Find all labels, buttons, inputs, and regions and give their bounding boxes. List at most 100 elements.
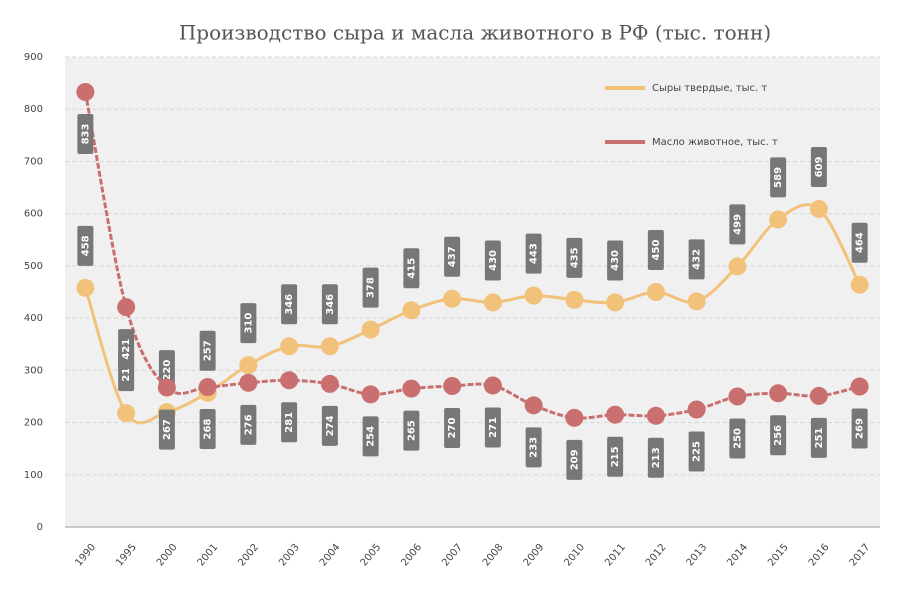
point [524, 396, 543, 415]
value-label-bg [688, 431, 705, 472]
point [646, 283, 665, 301]
value-label-bg [770, 415, 787, 456]
point [76, 278, 95, 297]
value-label: 458 [80, 235, 91, 256]
point [117, 298, 136, 317]
point [157, 378, 176, 397]
value-label: 257 [203, 340, 214, 361]
y-tick-label: 400 [24, 313, 43, 324]
point [483, 376, 502, 395]
value-label: 443 [529, 243, 540, 264]
y-tick-label: 500 [24, 261, 43, 272]
x-tick-label: 2002 [236, 542, 261, 569]
value-label-bg [770, 157, 787, 198]
point [809, 386, 828, 405]
x-tick-label: 2006 [399, 542, 424, 569]
value-label: 271 [488, 417, 499, 438]
x-tick-label: 2014 [725, 542, 750, 569]
x-tick-label: 2009 [522, 542, 547, 569]
value-label: 430 [610, 250, 621, 271]
value-label: 430 [488, 250, 499, 271]
legend-label: Сыры твердые, тыс. т [652, 83, 767, 94]
x-tick-label: 2000 [155, 542, 180, 569]
point [728, 387, 747, 406]
value-label-bg [810, 146, 827, 187]
value-label-bg [810, 417, 827, 458]
x-tick-label: 2007 [440, 542, 465, 569]
x-tick-label: 1995 [114, 542, 139, 569]
value-label: 281 [284, 412, 295, 433]
y-tick-label: 0 [37, 522, 43, 533]
point [361, 320, 380, 339]
point [646, 406, 665, 425]
value-label: 270 [447, 418, 458, 439]
point [850, 377, 869, 396]
value-label: 589 [773, 167, 784, 188]
value-label-bg [525, 427, 542, 468]
value-label: 265 [406, 420, 417, 441]
value-label: 609 [814, 156, 825, 177]
y-tick-label: 700 [24, 156, 43, 167]
value-label-bg [484, 240, 501, 281]
value-label-bg [688, 239, 705, 280]
point [728, 257, 747, 276]
point [402, 379, 421, 398]
value-label-bg [444, 408, 461, 448]
point [809, 199, 828, 218]
value-label: 254 [366, 426, 377, 447]
value-label-bg [321, 405, 338, 446]
value-label: 378 [366, 277, 377, 298]
x-tick-label: 2017 [848, 542, 873, 569]
value-label: 432 [692, 249, 703, 270]
point [239, 356, 258, 375]
value-label: 233 [529, 437, 540, 458]
value-label-bg [199, 330, 216, 371]
point [565, 290, 584, 309]
x-tick-label: 2004 [318, 542, 343, 569]
value-label-bg [118, 329, 135, 370]
value-label: 225 [692, 441, 703, 462]
value-label-bg [240, 303, 257, 344]
value-label-bg [158, 409, 175, 450]
value-label-bg [484, 407, 501, 448]
x-tick-label: 2013 [685, 542, 710, 569]
value-label: 310 [243, 313, 254, 334]
legend-label: Масло животное, тыс. т [652, 137, 778, 148]
value-label-bg [403, 248, 420, 289]
point [76, 82, 95, 101]
value-label: 276 [243, 414, 254, 435]
value-label-bg [321, 284, 338, 325]
x-tick-label: 2003 [277, 542, 302, 569]
point [687, 400, 706, 419]
value-label: 220 [162, 360, 173, 381]
value-label: 256 [773, 425, 784, 446]
value-label-bg [851, 408, 868, 449]
value-label: 213 [651, 447, 662, 468]
value-label-bg [281, 402, 298, 443]
value-label-bg [240, 404, 257, 445]
value-label-bg [281, 284, 298, 325]
value-label: 251 [814, 427, 825, 448]
value-label-bg [444, 236, 461, 277]
y-tick-label: 100 [24, 470, 43, 481]
point [198, 378, 217, 397]
value-label: 415 [406, 258, 417, 279]
value-label: 267 [162, 419, 173, 440]
x-tick-label: 2011 [603, 542, 628, 569]
value-label-bg [566, 237, 583, 278]
value-label-bg [607, 240, 624, 281]
y-tick-label: 200 [24, 418, 43, 429]
point [117, 404, 136, 423]
point [565, 408, 584, 427]
point [320, 337, 339, 356]
point [850, 275, 869, 294]
value-label-bg [566, 439, 583, 480]
value-label-bg [362, 416, 379, 457]
x-tick-label: 2015 [766, 542, 791, 569]
value-label-bg [77, 113, 94, 154]
x-tick-label: 1990 [73, 542, 98, 569]
x-tick-label: 2010 [562, 542, 587, 569]
y-tick-label: 600 [24, 209, 43, 220]
value-label: 269 [855, 418, 866, 439]
value-label: 250 [732, 428, 743, 449]
